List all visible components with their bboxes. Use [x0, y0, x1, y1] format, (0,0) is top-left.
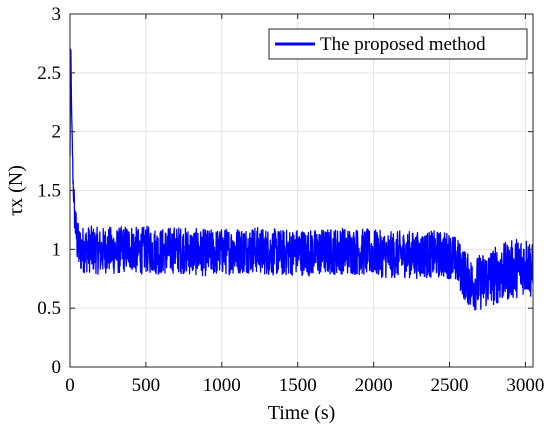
- x-tick-label: 1000: [203, 375, 241, 396]
- y-tick-label: 3: [52, 4, 62, 25]
- y-tick-label: 2.5: [37, 63, 61, 84]
- x-tick-label: 2500: [431, 375, 469, 396]
- x-tick-label: 0: [65, 375, 75, 396]
- ticks: [69, 13, 533, 368]
- data-layer: [69, 48, 534, 311]
- y-tick-label: 2: [52, 122, 62, 143]
- y-axis-label: τx (N): [5, 165, 27, 216]
- x-tick-label: 3000: [506, 375, 544, 396]
- x-axis-label: Time (s): [268, 402, 336, 424]
- legend-box: [268, 28, 528, 60]
- legend-label: The proposed method: [320, 34, 486, 55]
- series-line: [69, 48, 534, 311]
- x-tick-label: 2000: [355, 375, 393, 396]
- legend: The proposed method: [268, 28, 528, 60]
- x-tick-label: 500: [132, 375, 161, 396]
- y-tick-label: 0: [52, 357, 62, 378]
- tick-labels: 0 500 1000 1500 2000 2500 3000 0 0.5 1 1.5 2 2.5 3: [37, 4, 544, 396]
- y-tick-label: 1.5: [37, 181, 61, 202]
- x-tick-label: 1500: [279, 375, 317, 396]
- y-tick-label: 1: [52, 239, 62, 260]
- y-tick-label: 0.5: [37, 298, 61, 319]
